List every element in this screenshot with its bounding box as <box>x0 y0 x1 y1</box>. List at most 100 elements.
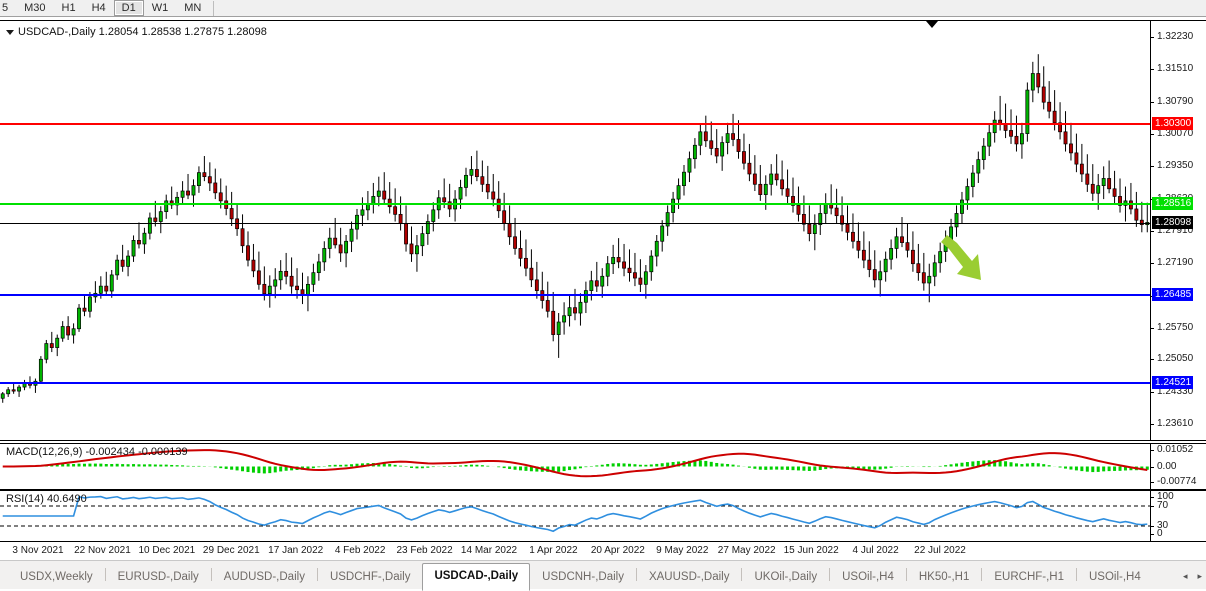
date-tick-label: 27 May 2022 <box>717 545 776 556</box>
tick-mark <box>1151 327 1154 329</box>
date-tick-label: 1 Apr 2022 <box>529 545 578 556</box>
macd-tick: -0.00774 <box>1151 476 1206 488</box>
price-tick: 1.27190 <box>1151 257 1206 269</box>
price-badge-1-28516[interactable]: 1.28516 <box>1152 196 1194 210</box>
date-tick-label: 29 Dec 2021 <box>202 545 260 556</box>
date-tick-label: 22 Jul 2022 <box>914 545 966 556</box>
rsi-pane[interactable]: 100 70 30 0 RSI(14) 40.6490 <box>0 490 1206 542</box>
chart-tab-usdcnh-daily[interactable]: USDCNH-,Daily <box>542 571 624 583</box>
price-tick: 1.25050 <box>1151 353 1206 365</box>
tick-mark <box>1151 230 1154 232</box>
chart-tab-hk50-h1[interactable]: HK50-,H1 <box>918 571 970 583</box>
price-badge-1-26485[interactable]: 1.26485 <box>1152 287 1194 301</box>
level-line-1-26485[interactable] <box>0 293 1150 296</box>
timeframe-button-h4[interactable]: H4 <box>91 2 106 14</box>
rsi-scale: 100 70 30 0 <box>1150 491 1206 541</box>
chart-tab-bar: USDX,Weekly EURUSD-,Daily AUDUSD-,Daily USD… <box>0 560 1206 591</box>
macd-plot-area[interactable] <box>0 444 1150 489</box>
date-tick-label: 20 Apr 2022 <box>590 545 645 556</box>
timeframe-button-mn[interactable]: MN <box>184 2 202 14</box>
price-tick: 1.30790 <box>1151 96 1206 108</box>
level-line-1-28098[interactable] <box>0 222 1150 224</box>
toolbar-divider <box>213 0 215 16</box>
timeframe-button-w1[interactable]: W1 <box>151 2 169 14</box>
price-tick: 1.27910 <box>1151 225 1206 237</box>
chart-tab-eurchf-h1[interactable]: EURCHF-,H1 <box>994 571 1064 583</box>
macd-pane[interactable]: 0.01052 0.00 -0.00774 MACD(12,26,9) -0.002… <box>0 443 1206 490</box>
price-tick-label: 1.27190 <box>1157 257 1194 269</box>
timeframe-toolbar: 5 M30 H1 H4 D1 W1 MN <box>0 0 1206 17</box>
date-scale: 3 Nov 2021 22 Nov 2021 10 Dec 2021 29 Dec 2… <box>0 544 1206 560</box>
rsi-tick: 100 <box>1151 491 1206 503</box>
tab-divider <box>741 568 743 581</box>
rsi-tick: 0 <box>1151 528 1206 540</box>
rsi-plot-area[interactable] <box>0 491 1150 541</box>
chart-tab-xauusd-daily[interactable]: XAUUSD-,Daily <box>648 571 730 583</box>
tab-scroll-right-icon[interactable]: ▸ <box>1197 571 1202 581</box>
chart-top-marker-icon[interactable] <box>926 21 938 28</box>
tab-divider <box>635 568 637 581</box>
price-pane[interactable]: 1.322301.315101.307901.300701.293501.286… <box>0 20 1206 441</box>
level-line-1-30300[interactable] <box>0 122 1150 125</box>
price-tick-label: 1.27910 <box>1157 224 1194 236</box>
chart-tab-usoil-h4[interactable]: USOil-,H4 <box>1089 571 1141 583</box>
chart-tab-eurusd-daily[interactable]: EURUSD-,Daily <box>117 571 199 583</box>
date-tick-label: 4 Feb 2022 <box>334 545 386 556</box>
price-tick-label: 1.24330 <box>1157 385 1194 397</box>
date-tick-label: 3 Nov 2021 <box>12 545 64 556</box>
price-tick-label: 1.32230 <box>1157 31 1194 43</box>
macd-series <box>2 449 1149 478</box>
tick-mark <box>1151 263 1154 265</box>
tab-scroll-controls[interactable]: ◂ ▸ <box>1183 571 1202 582</box>
tick-mark <box>1151 37 1154 39</box>
chart-tab-usoil-h4[interactable]: USOil-,H4 <box>842 571 894 583</box>
macd-header: MACD(12,26,9) -0.002434 -0.000139 <box>6 446 188 458</box>
macd-tick: 0.01052 <box>1151 444 1206 456</box>
price-badge-1-30300[interactable]: 1.30300 <box>1152 116 1194 130</box>
price-tick-label: 1.29350 <box>1157 160 1194 172</box>
timeframe-button-h1[interactable]: H1 <box>61 2 76 14</box>
price-tick: 1.25750 <box>1151 322 1206 334</box>
chart-tab-audusd-daily[interactable]: AUDUSD-,Daily <box>223 571 305 583</box>
tab-divider <box>210 568 212 581</box>
tab-divider <box>104 568 106 581</box>
chart-tab-usdchf-daily[interactable]: USDCHF-,Daily <box>329 571 411 583</box>
macd-scale: 0.01052 0.00 -0.00774 <box>1150 444 1206 489</box>
price-tick-label: 1.31510 <box>1157 63 1194 75</box>
timeframe-button-d1[interactable]: D1 <box>113 0 144 16</box>
tick-mark <box>1151 166 1154 168</box>
level-line-1-28516[interactable] <box>0 202 1150 205</box>
timeframe-button-5[interactable]: 5 <box>2 2 9 14</box>
price-plot-area[interactable] <box>0 21 1150 440</box>
chart-tab-usdcad-daily[interactable]: USDCAD-,Daily <box>422 563 531 591</box>
chart-tab-usdx-weekly[interactable]: USDX,Weekly <box>20 571 93 583</box>
rsi-tick: 70 <box>1151 500 1206 512</box>
price-tick-label: 1.30070 <box>1157 128 1194 140</box>
symbol-header-text: USDCAD-,Daily 1.28054 1.28538 1.27875 1.… <box>18 26 267 38</box>
date-tick-label: 22 Nov 2021 <box>74 545 131 556</box>
chart-tab-ukoil-daily[interactable]: UKOil-,Daily <box>754 571 818 583</box>
price-tick-label: 1.25050 <box>1157 353 1194 365</box>
date-tick-label: 23 Feb 2022 <box>396 545 453 556</box>
date-tick-label: 10 Dec 2021 <box>138 545 196 556</box>
rsi-header: RSI(14) 40.6490 <box>6 493 87 505</box>
price-badge-1-24521[interactable]: 1.24521 <box>1152 375 1194 389</box>
tick-mark <box>1151 69 1154 71</box>
tick-mark <box>1151 101 1154 103</box>
tab-divider <box>981 568 983 581</box>
collapse-triangle-icon[interactable] <box>6 29 14 35</box>
tab-divider <box>829 568 831 581</box>
tab-scroll-left-icon[interactable]: ◂ <box>1182 571 1188 581</box>
tick-mark <box>1151 423 1154 425</box>
price-tick-label: 1.30790 <box>1157 95 1194 107</box>
price-scale[interactable]: 1.322301.315101.307901.300701.293501.286… <box>1150 21 1206 440</box>
level-line-1-24521[interactable] <box>0 381 1150 384</box>
date-tick-label: 17 Jan 2022 <box>268 545 324 556</box>
price-badge-1-28098[interactable]: 1.28098 <box>1152 215 1194 229</box>
date-tick-label: 14 Mar 2022 <box>460 545 518 556</box>
price-tick: 1.31510 <box>1151 63 1206 75</box>
tick-mark <box>1151 391 1154 393</box>
timeframe-button-m30[interactable]: M30 <box>24 2 46 14</box>
date-tick-label: 9 May 2022 <box>656 545 709 556</box>
